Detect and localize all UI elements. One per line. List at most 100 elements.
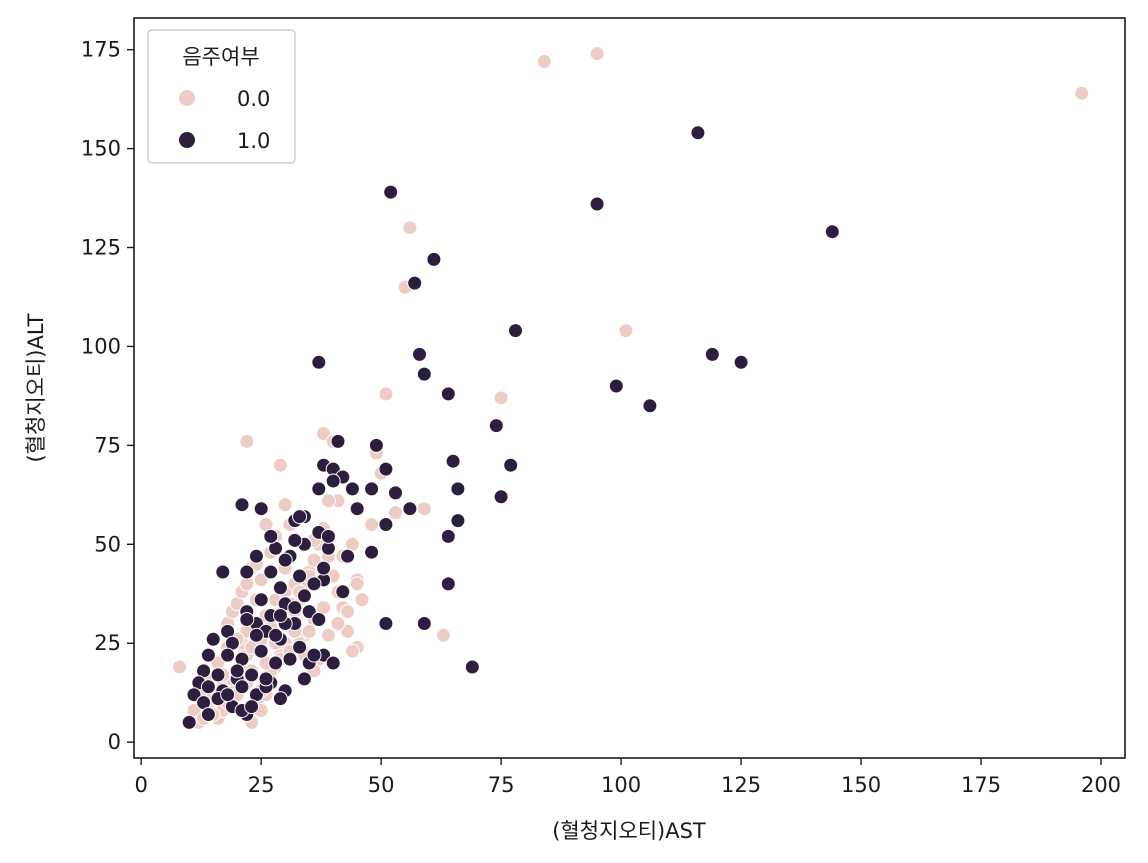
data-point-1-84: [210, 667, 226, 683]
data-point-1-33: [253, 501, 269, 517]
legend-title: 음주여부: [182, 45, 259, 69]
data-point-1-30: [349, 501, 365, 517]
data-point-0-3: [402, 220, 418, 236]
data-point-1-11: [416, 366, 432, 382]
data-point-1-18: [445, 453, 461, 469]
x-tick-label-3: 75: [488, 773, 515, 797]
data-point-0-20: [416, 501, 432, 517]
data-point-0-24: [349, 576, 365, 592]
data-point-1-119: [248, 548, 264, 564]
y-tick-label-6: 150: [81, 137, 121, 161]
data-point-1-120: [287, 532, 303, 548]
data-point-1-73: [239, 612, 255, 627]
y-tick-label-7: 175: [81, 38, 121, 62]
data-point-0-109: [330, 616, 346, 631]
data-point-0-16: [364, 517, 380, 532]
data-point-1-106: [220, 687, 236, 703]
data-point-1-46: [239, 564, 255, 580]
data-point-0-2: [1074, 85, 1090, 101]
data-point-1-19: [503, 457, 519, 473]
data-point-0-7: [493, 390, 509, 406]
data-point-1-43: [340, 548, 356, 564]
data-point-1-114: [306, 576, 322, 592]
data-point-0-6: [378, 386, 394, 402]
data-point-1-12: [608, 378, 624, 394]
data-point-1-24: [364, 481, 380, 497]
data-point-1-14: [642, 398, 658, 414]
data-point-1-3: [824, 224, 840, 240]
data-point-1-25: [378, 461, 394, 477]
data-point-1-76: [220, 647, 236, 663]
data-point-0-25: [340, 623, 356, 639]
data-point-0-9: [272, 457, 288, 473]
x-tick-label-1: 25: [248, 773, 275, 797]
data-point-1-4: [426, 251, 442, 267]
data-point-0-19: [388, 505, 403, 521]
legend-label-0: 0.0: [237, 87, 270, 111]
data-point-1-105: [200, 707, 216, 722]
x-axis: 0 25 50 75 100 125 150 175 200: [135, 758, 1121, 797]
data-point-0-5: [618, 323, 634, 339]
data-point-1-32: [234, 497, 250, 513]
data-point-1-54: [272, 580, 288, 596]
data-point-1-63: [378, 616, 394, 631]
data-point-1-65: [311, 612, 327, 627]
data-point-1-107: [229, 663, 245, 679]
data-point-1-80: [282, 651, 298, 667]
data-point-1-10: [733, 354, 749, 370]
y-tick-label-1: 25: [94, 631, 121, 655]
data-point-1-121: [292, 509, 308, 525]
data-point-0-23: [354, 592, 370, 608]
x-tick-label-0: 0: [135, 773, 148, 797]
data-point-1-115: [316, 560, 332, 576]
data-point-1-15: [488, 418, 504, 434]
data-point-1-9: [704, 346, 720, 362]
data-point-1-118: [263, 528, 279, 544]
data-point-1-5: [407, 275, 423, 291]
data-point-1-31: [402, 501, 418, 517]
data-point-1-28: [493, 489, 509, 505]
data-point-1-116: [320, 528, 336, 544]
data-point-1-71: [205, 631, 221, 647]
data-point-1-49: [277, 552, 293, 568]
data-point-0-106: [301, 623, 317, 639]
data-point-1-37: [378, 517, 394, 532]
legend-box: [147, 29, 296, 164]
data-point-0-14: [277, 497, 293, 513]
data-point-1-104: [181, 714, 197, 730]
data-point-0-29: [172, 659, 188, 675]
data-point-1-94: [234, 679, 250, 695]
legend: 음주여부 0.0 1.0: [147, 29, 296, 164]
data-point-1-17: [368, 437, 384, 453]
data-point-1-48: [263, 564, 279, 580]
x-tick-label-2: 50: [368, 773, 395, 797]
data-point-1-79: [268, 655, 284, 671]
data-point-1-23: [344, 481, 360, 497]
y-tick-label-4: 100: [81, 334, 121, 358]
data-point-0-8: [239, 433, 255, 449]
data-point-1-50: [292, 568, 308, 584]
data-point-1-78: [253, 643, 269, 659]
data-point-1-70: [325, 655, 341, 671]
data-point-1-52: [335, 584, 351, 600]
x-tick-label-4: 100: [601, 773, 641, 797]
data-point-1-29: [311, 481, 327, 497]
data-point-1-45: [440, 528, 456, 544]
data-point-0-0: [536, 54, 552, 69]
data-point-0-54: [306, 552, 322, 568]
x-tick-label-7: 175: [961, 773, 1001, 797]
plot-frame: [133, 17, 1126, 759]
data-point-1-92: [200, 679, 216, 695]
data-point-1-89: [296, 671, 312, 687]
data-point-1-82: [464, 659, 480, 675]
data-point-1-36: [450, 513, 466, 529]
data-point-1-64: [416, 616, 432, 631]
data-point-1-26: [450, 481, 466, 497]
data-point-1-16: [330, 433, 346, 449]
y-axis-label: (혈청지오티)ALT: [24, 313, 48, 462]
x-axis-label: (혈청지오티)AST: [552, 819, 706, 843]
data-point-1-1: [383, 184, 399, 200]
data-point-0-110: [340, 604, 356, 620]
data-point-1-110: [268, 627, 284, 643]
data-point-0-108: [320, 627, 336, 643]
